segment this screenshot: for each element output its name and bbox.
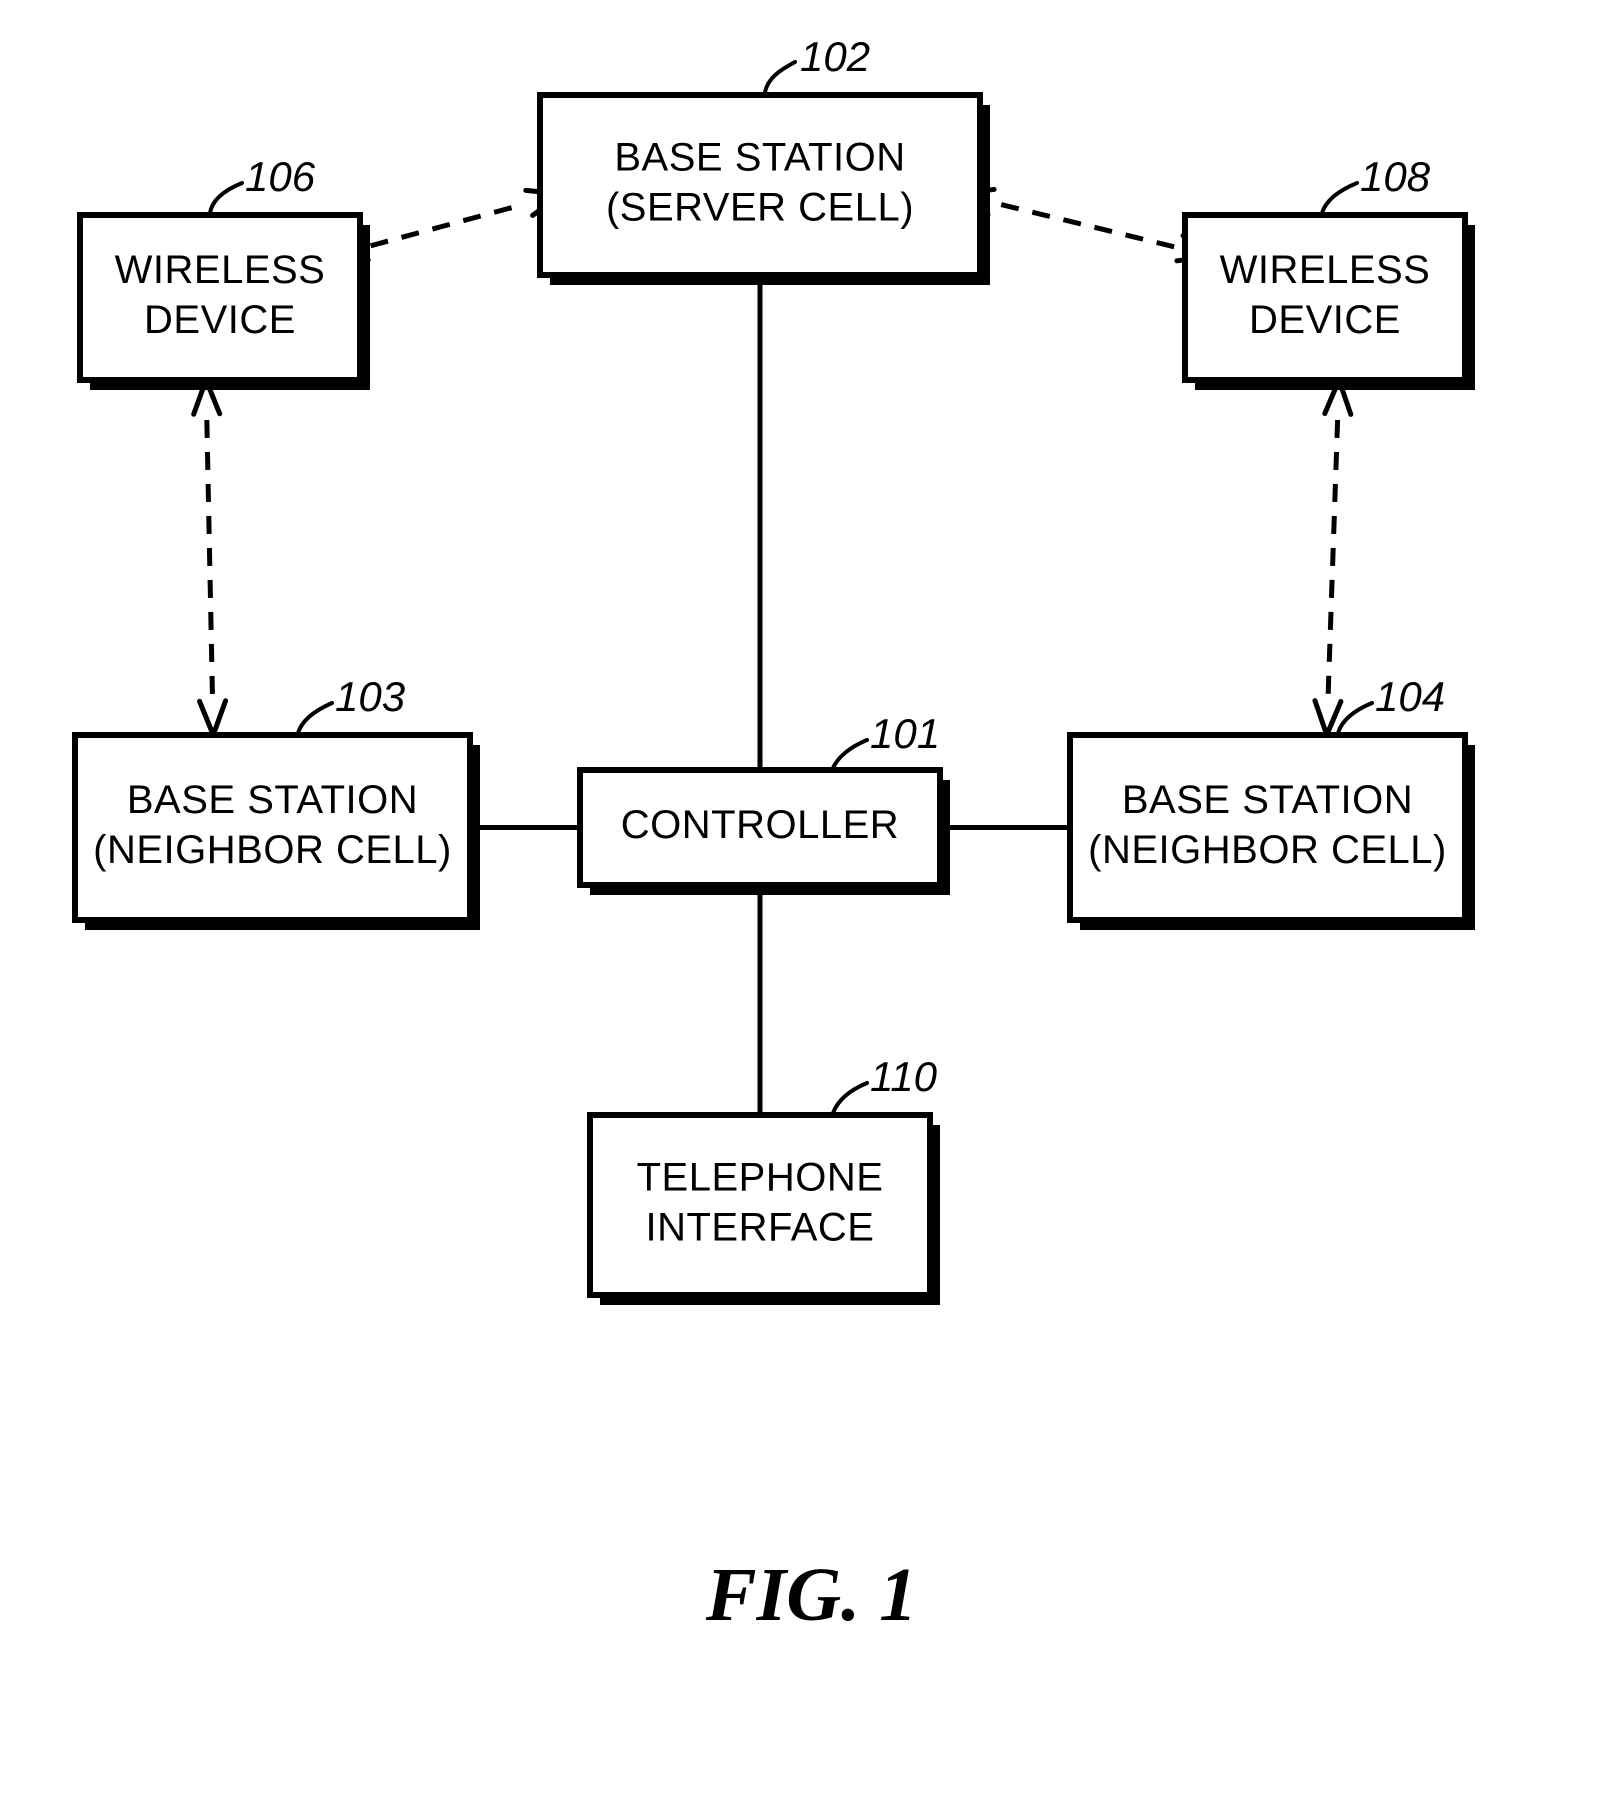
node-label: BASE STATION	[614, 136, 905, 180]
ref-leader	[833, 1083, 867, 1113]
ref-leader	[210, 183, 242, 213]
ref-leader	[1338, 703, 1372, 733]
node-n103: BASE STATION (NEIGHBOR CELL) 103	[75, 673, 480, 930]
node-label: DEVICE	[144, 298, 296, 342]
ref-n108: 108	[1360, 153, 1431, 200]
wireless-link-n108-n102	[958, 189, 1213, 260]
figure-caption: FIG. 1	[705, 1553, 917, 1637]
ref-leader	[298, 703, 332, 733]
ref-n110: 110	[870, 1053, 938, 1100]
node-n108: WIRELESS DEVICE 108	[1185, 153, 1475, 390]
node-label: BASE STATION	[127, 778, 418, 822]
node-n101: CONTROLLER 101	[580, 710, 950, 895]
arrowhead	[200, 701, 226, 735]
node-label: CONTROLLER	[621, 803, 899, 847]
node-label: INTERFACE	[646, 1206, 875, 1250]
node-n102: BASE STATION (SERVER CELL) 102	[540, 33, 990, 285]
node-label: (SERVER CELL)	[606, 186, 914, 230]
node-label: WIRELESS	[1220, 248, 1431, 292]
ref-leader	[765, 62, 795, 92]
node-label: (NEIGHBOR CELL)	[1088, 828, 1447, 872]
ref-n102: 102	[800, 33, 870, 80]
node-n104: BASE STATION (NEIGHBOR CELL) 104	[1070, 673, 1475, 930]
node-label: DEVICE	[1249, 298, 1401, 342]
wireless-link-n106-n103	[194, 380, 226, 735]
node-n110: TELEPHONE INTERFACE 110	[590, 1053, 940, 1305]
node-label: (NEIGHBOR CELL)	[93, 828, 452, 872]
ref-n104: 104	[1375, 673, 1445, 720]
node-n106: WIRELESS DEVICE 106	[80, 153, 370, 390]
ref-n103: 103	[335, 673, 405, 720]
ref-n106: 106	[245, 153, 316, 200]
wireless-link-n108-n104	[1315, 380, 1351, 735]
ref-leader	[1322, 183, 1357, 213]
ref-n101: 101	[870, 710, 940, 757]
node-label: WIRELESS	[115, 248, 326, 292]
node-label: TELEPHONE	[637, 1156, 884, 1200]
node-label: BASE STATION	[1122, 778, 1413, 822]
ref-leader	[833, 740, 867, 768]
